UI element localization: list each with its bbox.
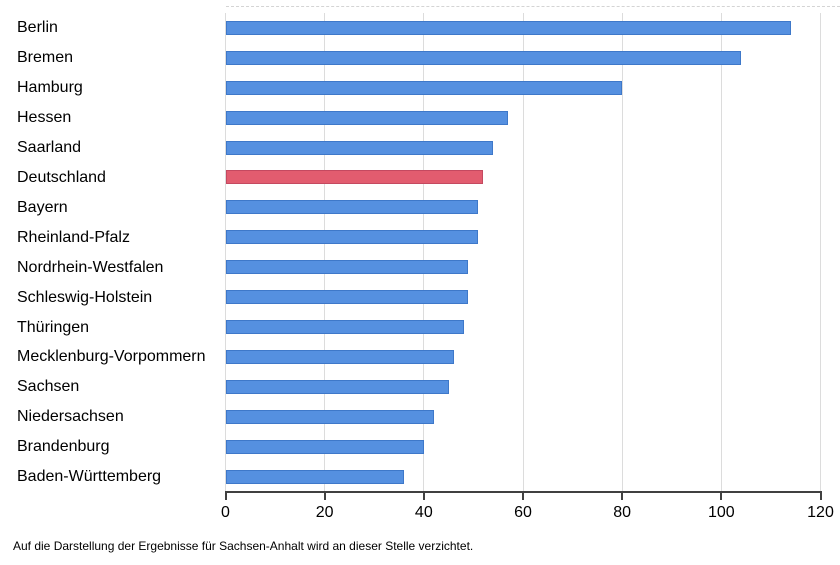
category-label-niedersachsen: Niedersachsen	[17, 408, 124, 426]
category-label-rheinland-pfalz: Rheinland-Pfalz	[17, 228, 130, 246]
category-label-schleswig-holstein: Schleswig-Holstein	[17, 288, 153, 306]
gridline-60	[522, 13, 524, 492]
x-axis-tick-80	[621, 492, 624, 500]
category-label-berlin: Berlin	[17, 19, 58, 37]
bar-brandenburg	[225, 439, 424, 454]
gridline-20	[324, 13, 326, 492]
category-label-th-ringen: Thüringen	[17, 318, 90, 336]
x-axis-tick-label-60: 60	[514, 504, 532, 521]
x-axis-tick-100	[720, 492, 723, 500]
category-label-mecklenburg-vorpommern: Mecklenburg-Vorpommern	[17, 348, 206, 366]
bar-bayern	[225, 200, 479, 215]
bar-mecklenburg-vorpommern	[225, 349, 454, 364]
bar-deutschland	[225, 170, 484, 185]
gridline-0	[225, 13, 226, 492]
x-axis-line	[224, 490, 822, 493]
bar-niedersachsen	[225, 409, 434, 424]
x-axis-tick-120	[819, 492, 822, 500]
bar-hamburg	[225, 80, 623, 95]
category-label-saarland: Saarland	[17, 139, 82, 157]
category-label-deutschland: Deutschland	[17, 168, 106, 186]
bar-baden-w-rttemberg	[225, 469, 404, 484]
x-axis-tick-label-80: 80	[613, 504, 632, 521]
bar-th-ringen	[225, 320, 464, 335]
category-label-bayern: Bayern	[17, 198, 68, 216]
category-label-brandenburg: Brandenburg	[17, 438, 110, 456]
x-axis-tick-label-0: 0	[221, 504, 230, 521]
x-axis-tick-60	[522, 492, 524, 500]
x-axis-tick-label-120: 120	[807, 504, 834, 521]
bar-saarland	[225, 140, 494, 155]
x-axis-tick-label-100: 100	[707, 504, 735, 521]
category-label-bremen: Bremen	[17, 49, 74, 67]
gridline-80	[621, 13, 623, 492]
footnote: Auf die Darstellung der Ergebnisse für S…	[13, 539, 474, 553]
plot-top-border	[225, 6, 840, 7]
bar-berlin	[225, 20, 791, 35]
gridline-100	[720, 13, 722, 492]
bar-bremen	[225, 50, 742, 65]
x-axis-tick-label-20: 20	[315, 504, 334, 521]
x-axis-tick-label-40: 40	[414, 504, 433, 521]
bar-rheinland-pfalz	[225, 230, 479, 245]
x-axis-tick-0	[224, 492, 227, 500]
x-axis-tick-40	[422, 492, 425, 500]
category-label-hessen: Hessen	[17, 109, 72, 127]
category-label-baden-w-rttemberg: Baden-Württemberg	[17, 468, 162, 486]
bar-nordrhein-westfalen	[225, 260, 469, 275]
category-label-hamburg: Hamburg	[17, 79, 83, 97]
gridline-120	[820, 13, 821, 492]
category-label-nordrhein-westfalen: Nordrhein-Westfalen	[17, 258, 164, 276]
gridline-40	[423, 13, 425, 492]
bar-hessen	[225, 110, 509, 125]
bar-schleswig-holstein	[225, 290, 469, 305]
category-label-sachsen: Sachsen	[17, 378, 80, 396]
x-axis-tick-20	[323, 492, 326, 500]
bar-sachsen	[225, 379, 449, 394]
